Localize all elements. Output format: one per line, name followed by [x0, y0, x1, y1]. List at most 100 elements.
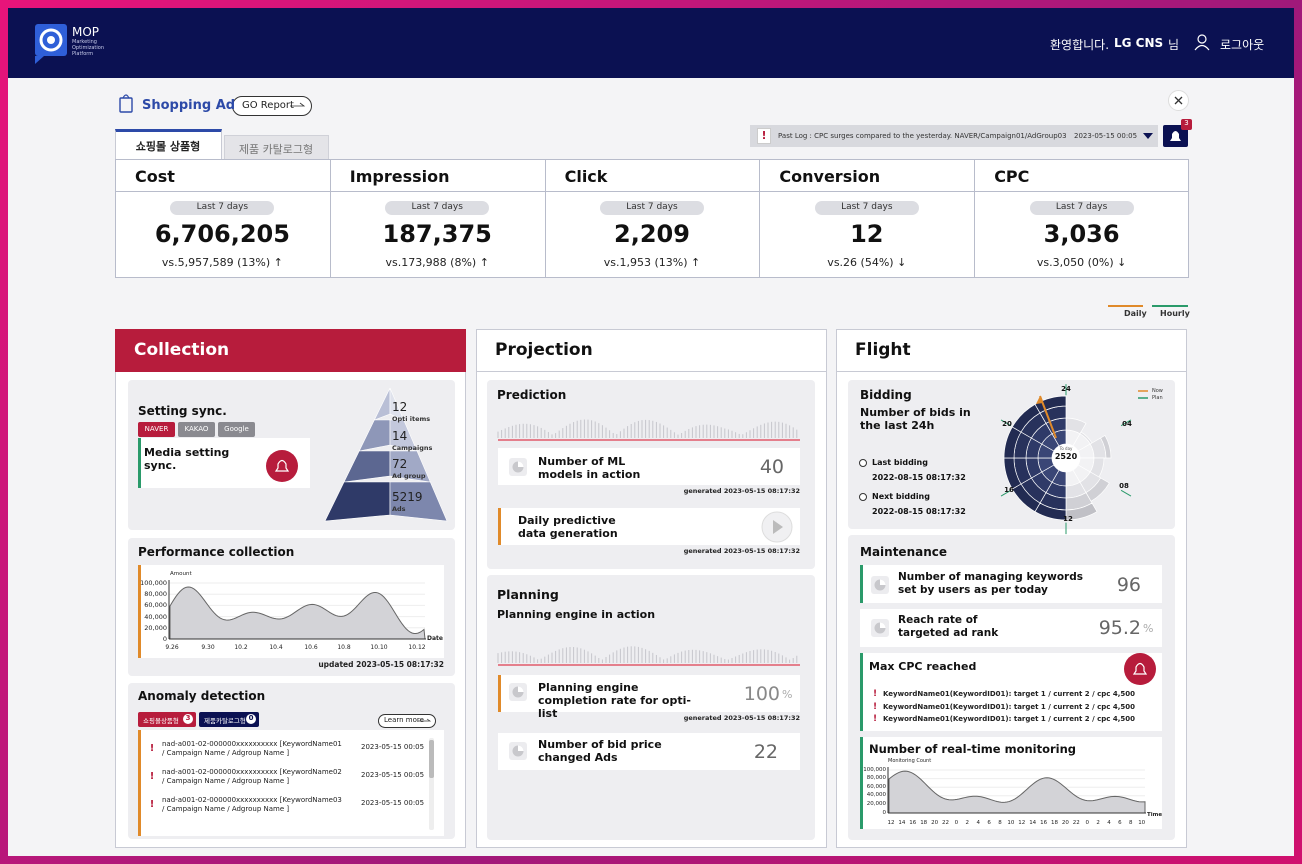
stat-value: 96 — [1116, 574, 1141, 596]
stat-icon-slice — [880, 579, 886, 585]
kpi-value: 6,706,205 — [154, 220, 290, 248]
tab-inactive[interactable] — [224, 135, 329, 160]
panel-header — [476, 329, 827, 372]
clock-label: 04 — [1122, 420, 1132, 428]
info-box — [498, 733, 800, 770]
max-cpc-item: KeywordName01(KeywordID01): target 1 / c… — [883, 690, 1135, 698]
x-tick-label: 6 — [1118, 820, 1122, 826]
anomaly-tab[interactable] — [138, 712, 196, 727]
card-subtitle: Planning engine in action — [497, 608, 656, 621]
anomaly-date: 2023-05-15 00:05 — [361, 743, 425, 751]
alert-icon: ! — [149, 771, 155, 782]
stat-icon-slice — [518, 686, 524, 692]
learn-more-button[interactable] — [378, 714, 436, 728]
learn-more-text[interactable]: Learn more — [384, 716, 424, 724]
period-pill — [1029, 201, 1134, 215]
info-box — [138, 730, 444, 836]
card-title: Performance collection — [138, 545, 295, 559]
pyramid-label: Campaigns — [392, 444, 433, 452]
anomaly-count: 3 — [185, 714, 191, 722]
logo-ring — [39, 28, 63, 52]
stat-value: 95.2 — [1098, 617, 1141, 639]
kpi-period: Last 7 days — [196, 202, 249, 212]
x-tick-label: 10.2 — [234, 644, 248, 651]
kpi-compare: vs.1,953 (13%) ↑ — [603, 256, 701, 269]
x-tick-label: 20 — [931, 820, 939, 826]
x-tick-label: 8 — [1129, 820, 1133, 826]
y-tick-label: 0 — [162, 635, 167, 643]
updated-time: updated 2023-05-15 08:17:32 — [318, 660, 444, 669]
tab-active[interactable] — [115, 129, 222, 160]
anomaly-text: nad-a001-02-000000xxxxxxxxxx [KeywordNam… — [162, 796, 342, 813]
kpi-header-rule — [759, 191, 975, 192]
logo-tail — [35, 56, 44, 64]
bag-icon — [119, 97, 133, 113]
y-tick-label: 0 — [882, 809, 887, 816]
logout-button[interactable]: 로그아웃 — [1220, 38, 1265, 52]
generated-time: generated 2023-05-15 08:17:32 — [683, 487, 800, 495]
card-title: Prediction — [497, 388, 567, 402]
logo-subtitle: Marketing Optimization Platform — [72, 39, 104, 57]
pyramid-right — [389, 387, 405, 421]
performance-area — [169, 586, 426, 640]
y-tick-label: 80,000 — [866, 775, 886, 782]
y-tick-label: 60,000 — [144, 601, 167, 610]
clock-label: 24 — [1061, 385, 1071, 393]
tab-label[interactable]: 쇼핑몰 상품형 — [135, 140, 201, 153]
info-box — [860, 609, 1162, 647]
x-tick-label: 2 — [1096, 820, 1100, 826]
alert-icon: ! — [761, 129, 767, 142]
media-label: KAKAO — [184, 425, 209, 433]
tab-label[interactable]: 제품 카탈로그형 — [238, 143, 314, 156]
anomaly-tab-label[interactable]: 쇼핑몰상품형 — [143, 717, 179, 725]
anomaly-tab-label[interactable]: 제품카탈로그형 — [204, 717, 246, 725]
axis-label: Date — [427, 635, 443, 642]
past-log-text: Past Log : CPC surges compared to the ye… — [778, 132, 1067, 140]
media-badge — [138, 422, 175, 437]
notification-badge — [1181, 119, 1192, 130]
go-report-text[interactable]: GO Report — [242, 100, 294, 111]
kpi-value: 12 — [850, 220, 884, 248]
past-log-date: 2023-05-15 00:05 — [1074, 132, 1138, 140]
info-box — [498, 448, 800, 485]
x-tick-label: 4 — [976, 820, 980, 826]
scroll-track — [429, 738, 434, 830]
pyramid-left — [373, 387, 391, 421]
pyramid-left — [358, 419, 391, 452]
bidding-date: 2022-08-15 08:17:32 — [872, 473, 966, 482]
stat-label: Daily predictive data generation — [518, 514, 618, 540]
pyramid-value: 5219 — [392, 490, 423, 504]
period-pill — [814, 201, 919, 215]
card-title: Setting sync. — [138, 404, 227, 418]
logo-text: MOP — [72, 25, 100, 39]
max-cpc-item: KeywordName01(KeywordID01): target 1 / c… — [883, 715, 1135, 723]
bag-handle — [122, 94, 130, 99]
scroll-thumb — [429, 740, 434, 778]
bell-icon — [1170, 131, 1181, 141]
card-title: Maintenance — [860, 545, 948, 559]
alert-box — [757, 128, 771, 144]
card-title: Anomaly detection — [138, 689, 266, 703]
anomaly-tab[interactable] — [199, 712, 259, 727]
panel-header — [836, 329, 1187, 372]
x-tick-label: 14 — [1029, 820, 1037, 826]
x-tick-label: 10.12 — [408, 644, 426, 651]
y-tick-label: 100,000 — [140, 579, 167, 587]
x-tick-label: 9.26 — [165, 644, 179, 651]
x-tick-label: 16 — [909, 820, 917, 826]
bidding-label: Next bidding — [872, 492, 930, 501]
clock-center-value: 2520 — [1054, 452, 1078, 461]
count-badge — [246, 714, 256, 724]
go-report-button[interactable] — [232, 96, 312, 116]
x-tick-label: 10.4 — [269, 644, 283, 651]
header-bar — [8, 8, 1294, 78]
kpi-header-rule — [115, 191, 330, 192]
kpi-header-rule — [544, 191, 760, 192]
pyramid-value: 12 — [392, 400, 408, 414]
clock-label: 12 — [1063, 515, 1073, 523]
clock-hand-head — [1036, 396, 1043, 404]
x-tick-label: 0 — [954, 820, 959, 826]
y-tick-label: 80,000 — [144, 590, 167, 599]
x-tick-label: 10.6 — [304, 644, 318, 651]
